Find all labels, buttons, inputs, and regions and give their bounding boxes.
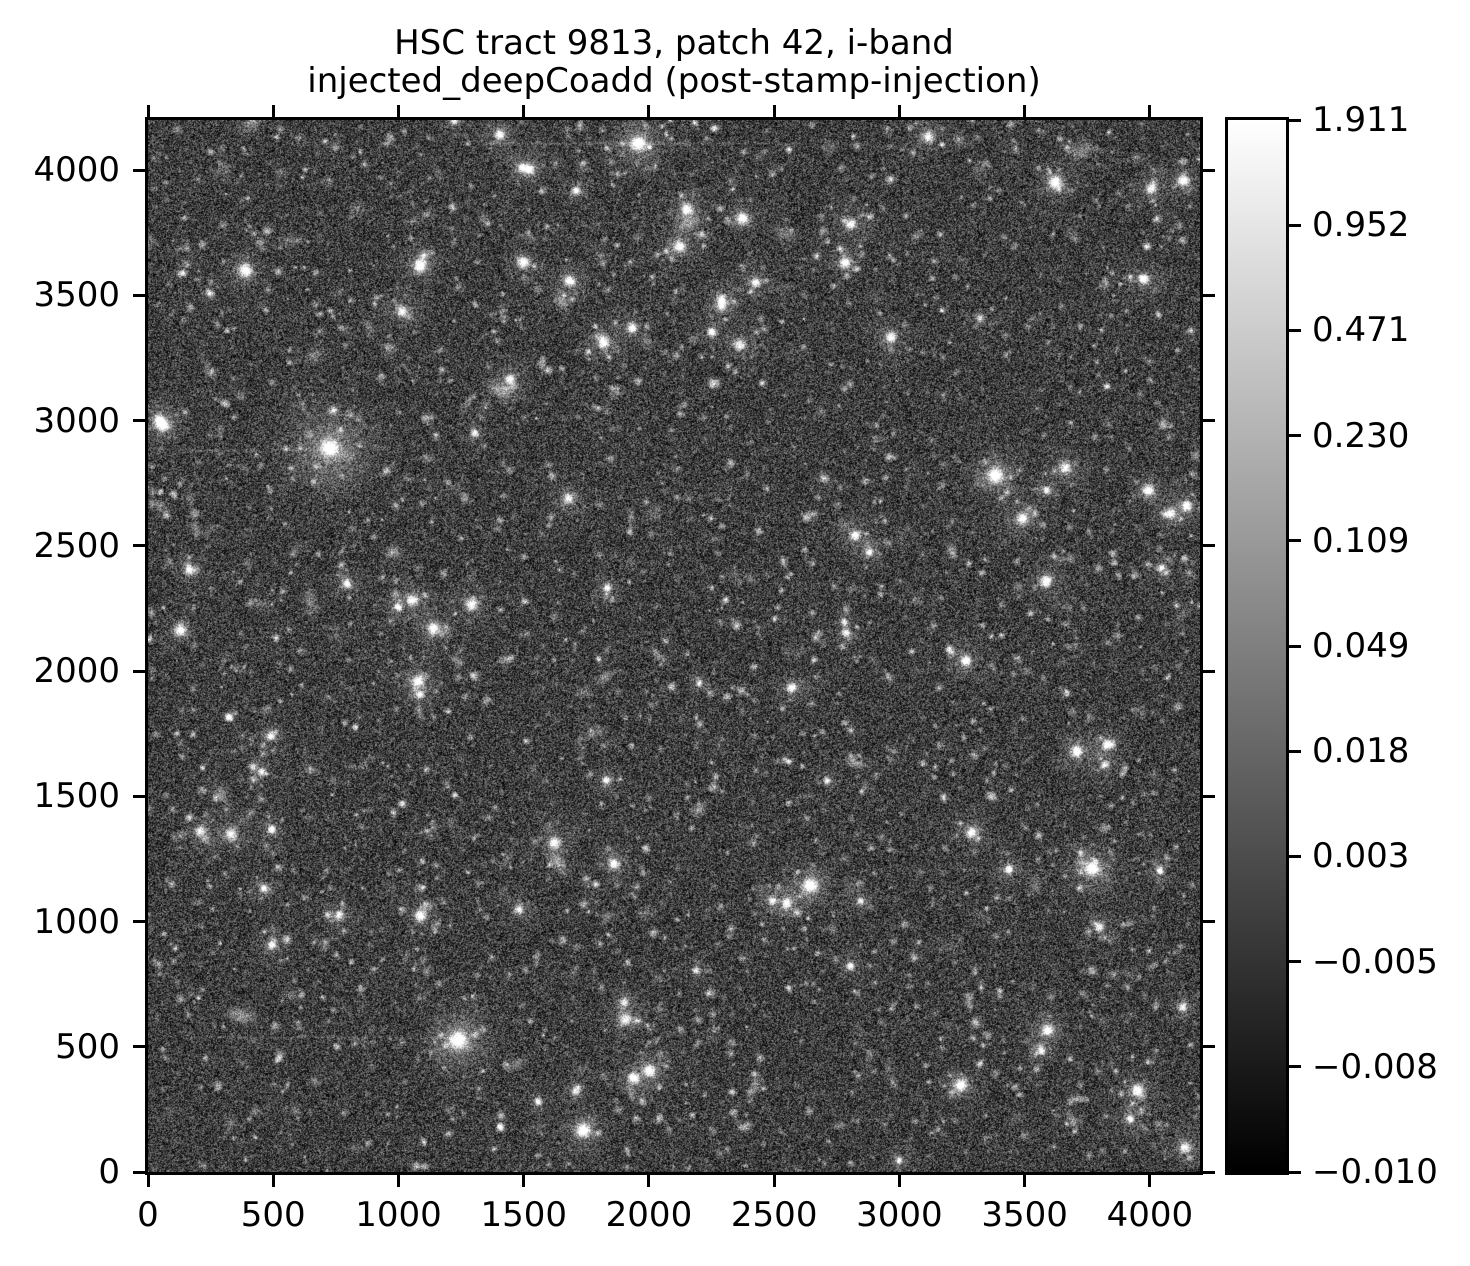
colorbar-tick	[1289, 960, 1301, 964]
x-tick-label: 1000	[355, 1195, 442, 1235]
y-tick-left	[133, 168, 145, 172]
colorbar-tick	[1289, 854, 1301, 858]
y-tick-right	[1203, 1170, 1215, 1174]
y-tick-left	[133, 544, 145, 548]
colorbar	[1225, 117, 1289, 1175]
y-tick-left	[133, 1170, 145, 1174]
x-tick-top	[271, 105, 275, 117]
coadd-starfield-image	[148, 120, 1200, 1172]
y-tick-label: 2000	[33, 651, 120, 692]
colorbar-tick-label: 0.049	[1312, 626, 1410, 666]
figure-title-line2: injected_deepCoadd (post-stamp-injection…	[307, 61, 1041, 101]
colorbar-tick-label: −0.005	[1312, 941, 1438, 982]
y-tick-left	[133, 293, 145, 297]
colorbar-tick	[1289, 1065, 1301, 1069]
x-tick-bottom	[897, 1175, 901, 1187]
y-tick-left	[133, 920, 145, 924]
x-tick-top	[522, 105, 526, 117]
x-tick-top	[1148, 105, 1152, 117]
y-tick-label: 0	[98, 1152, 120, 1192]
colorbar-gradient	[1228, 120, 1286, 1172]
x-tick-top	[647, 105, 651, 117]
x-tick-bottom	[146, 1175, 150, 1187]
colorbar-tick-label: −0.010	[1312, 1152, 1438, 1192]
y-tick-label: 1500	[33, 776, 120, 817]
y-tick-label: 1000	[33, 901, 120, 942]
colorbar-tick	[1289, 328, 1301, 332]
x-tick-top	[772, 105, 776, 117]
x-tick-bottom	[647, 1175, 651, 1187]
x-tick-bottom	[772, 1175, 776, 1187]
colorbar-tick-label: 0.471	[1312, 310, 1410, 351]
x-tick-top	[396, 105, 400, 117]
y-tick-left	[133, 1045, 145, 1049]
y-tick-label: 500	[55, 1026, 120, 1067]
figure-title-line1: HSC tract 9813, patch 42, i-band	[394, 23, 954, 63]
y-tick-left	[133, 794, 145, 798]
x-tick-label: 3000	[856, 1195, 943, 1235]
y-tick-right	[1203, 168, 1215, 172]
colorbar-tick-label: 0.018	[1312, 731, 1410, 772]
x-tick-label: 2500	[730, 1195, 818, 1235]
y-tick-right	[1203, 293, 1215, 297]
x-tick-bottom	[1148, 1175, 1152, 1187]
y-tick-right	[1203, 794, 1215, 798]
x-tick-label: 3500	[981, 1195, 1068, 1235]
y-tick-right	[1203, 920, 1215, 924]
x-tick-label: 4000	[1106, 1195, 1194, 1235]
x-tick-bottom	[522, 1175, 526, 1187]
colorbar-tick-label: 0.230	[1312, 415, 1410, 456]
y-tick-right	[1203, 1045, 1215, 1049]
colorbar-tick	[1289, 749, 1301, 753]
colorbar-tick	[1289, 644, 1301, 648]
colorbar-tick	[1289, 1170, 1301, 1174]
y-tick-label: 2500	[33, 525, 120, 566]
y-tick-right	[1203, 669, 1215, 673]
x-tick-label: 500	[240, 1195, 306, 1235]
colorbar-tick	[1289, 118, 1301, 122]
colorbar-tick-label: 0.109	[1312, 520, 1410, 561]
x-tick-bottom	[271, 1175, 275, 1187]
x-tick-label: 2000	[605, 1195, 693, 1235]
y-tick-label: 3000	[33, 400, 120, 441]
y-tick-right	[1203, 419, 1215, 423]
y-tick-left	[133, 669, 145, 673]
y-tick-right	[1203, 544, 1215, 548]
x-tick-label: 1500	[480, 1195, 567, 1235]
x-tick-top	[146, 105, 150, 117]
colorbar-tick-label: 0.952	[1312, 205, 1410, 246]
x-tick-top	[1023, 105, 1027, 117]
x-tick-bottom	[396, 1175, 400, 1187]
colorbar-tick-label: 1.911	[1312, 100, 1410, 140]
colorbar-tick-label: −0.008	[1312, 1046, 1438, 1087]
colorbar-tick-label: 0.003	[1312, 836, 1410, 877]
colorbar-tick	[1289, 223, 1301, 227]
colorbar-tick	[1289, 539, 1301, 543]
y-tick-left	[133, 419, 145, 423]
x-tick-label: 0	[137, 1195, 159, 1235]
x-tick-top	[897, 105, 901, 117]
y-tick-label: 3500	[33, 275, 120, 316]
x-tick-bottom	[1023, 1175, 1027, 1187]
y-tick-label: 4000	[33, 150, 120, 191]
colorbar-tick	[1289, 434, 1301, 438]
